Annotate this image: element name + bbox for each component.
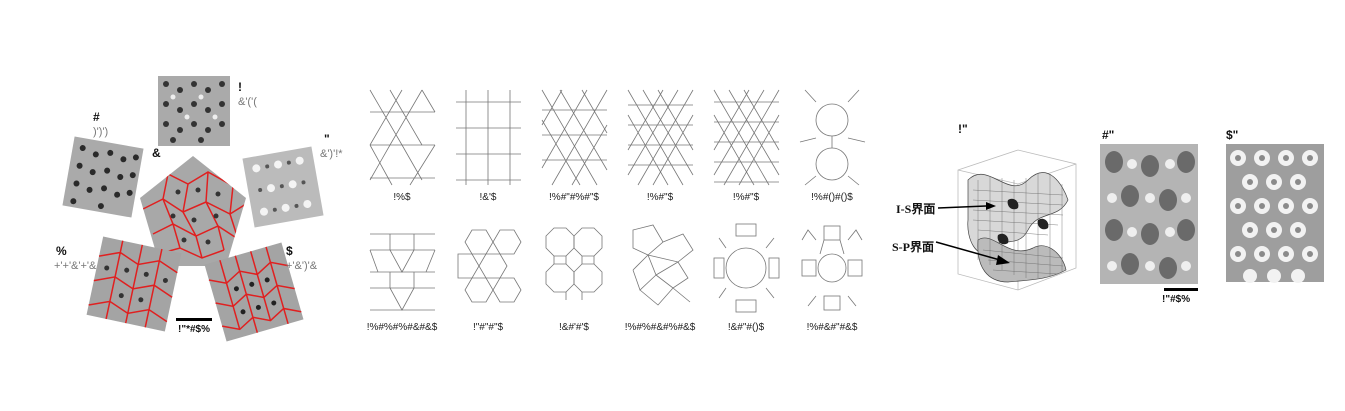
tiling-caption-9: !&#'#'$ [559,322,589,333]
label-bottom-right: $ [286,244,293,258]
tiling-5 [713,89,780,186]
sublabel-bottom-right: +'&')'& [286,260,318,272]
micrograph-center-pentagon [140,156,246,266]
micrograph-left [62,136,144,218]
label-c2: #" [1102,128,1115,142]
tiling-6 [799,89,866,186]
label-center: & [152,146,161,160]
scale-bar-c [1164,288,1198,291]
sublabel-bottom-left: +'+'&'+'& [54,260,97,272]
tiling-caption-1: !%$ [393,192,411,203]
tiling-9 [545,227,603,300]
arrow-sp [935,241,1010,265]
sublabel-top: &'('( [238,96,257,108]
tiling-10 [632,224,694,306]
arrow-is [937,202,996,210]
micrograph-bottom-right [204,242,304,342]
tiling-caption-6: !%#()#()$ [811,192,853,203]
micrograph-c3 [1226,144,1324,283]
gyroid-surface-cube [957,149,1077,291]
sublabel-right: &')'!* [320,148,343,160]
label-top: ! [238,80,242,94]
scale-label-a: !"*#$% [178,324,210,335]
tiling-4 [627,89,694,186]
label-c3: $" [1226,128,1239,142]
scale-bar-a [176,318,212,321]
scale-label-c: !"#$% [1162,294,1191,305]
tiling-caption-5: !%#"$ [732,192,760,203]
label-left: # [93,110,100,124]
tiling-caption-11: !&#"#()$ [727,322,765,333]
tiling-caption-2: !&'$ [479,192,497,203]
label-bottom-left: % [56,244,67,258]
label-c1: !" [958,122,968,136]
tiling-caption-12: !%#&#"#&$ [806,322,858,333]
tiling-caption-7: !%#%#%#&#&$ [366,322,438,333]
tiling-caption-3: !%#"#%#"$ [549,192,599,203]
tiling-caption-8: !"#"#"$ [472,322,504,333]
tiling-12 [801,225,863,311]
tiling-caption-10: !%#%#&#%#&$ [624,322,696,333]
tiling-7 [369,233,436,311]
tiling-8 [457,229,522,303]
sublabel-left: )')') [93,126,109,138]
annotation-sp-interface: S-P界面 [892,240,935,254]
annotation-is-interface: I-S界面 [896,202,936,216]
micrograph-top [158,76,230,146]
tiling-11 [713,223,780,313]
tiling-1 [369,89,436,186]
tiling-caption-4: !%#"$ [646,192,674,203]
micrograph-c2 [1100,144,1198,284]
micrograph-right [242,146,324,228]
tiling-2 [456,90,521,185]
tiling-3 [541,89,608,186]
label-right: " [324,132,330,146]
micrograph-bottom-left [86,236,182,332]
